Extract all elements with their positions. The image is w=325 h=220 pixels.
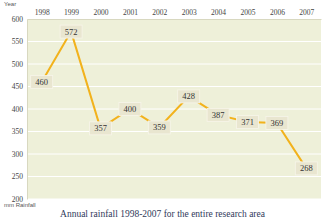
data-label-box [207,108,229,121]
x-axis: 1998 1999 2000 2001 2002 2003 2004 2005 2006 2007 [28,8,322,20]
data-label-box [237,116,259,129]
y-tick-label: 350 [12,127,24,136]
x-tick-label: 1999 [64,8,79,17]
data-label-box [295,162,317,175]
y-tick-label: 550 [12,37,24,46]
y-tick-label: 600 [12,15,24,24]
x-tick: 2002 [152,8,167,19]
data-label: 428 [182,91,195,101]
data-label: 369 [271,118,284,128]
data-label-box [60,25,82,38]
data-label: 357 [94,123,107,133]
x-tick: 2004 [211,8,226,19]
data-label-box [31,76,53,89]
data-label-box [148,121,170,134]
grid-line [27,154,321,155]
x-tick-label: 2004 [211,8,226,17]
title: Annual rainfall 1998-2007 for the entire… [60,209,266,219]
grid-line [27,131,321,132]
data-labels: 460 572 357 400 359 428 387 371 369 268 [31,25,318,175]
x-tick: 2006 [270,8,285,19]
x-tick-label: 2005 [241,8,256,17]
x-axis-title: Year [4,1,16,7]
data-label: 387 [212,110,225,120]
grid-line [27,19,321,20]
data-label: 400 [124,104,137,114]
x-tick-label: 2000 [94,8,109,17]
data-label: 460 [35,77,48,87]
y-tick-label: 250 [12,172,24,181]
data-label: 572 [65,27,78,37]
grid-line [27,176,321,177]
data-label-box [119,103,141,116]
plot-background [27,19,321,199]
x-tick: 1999 [64,8,79,19]
x-tick: 2007 [299,8,314,19]
x-axis-line [28,19,322,20]
x-tick: 2005 [241,8,256,19]
data-label: 371 [241,117,254,127]
line [42,32,307,169]
y-tick: 350 [12,127,27,136]
x-tick-label: 2001 [123,8,138,17]
y-axis-line [27,20,28,200]
x-tick: 2003 [182,8,197,19]
y-tick-label: 450 [12,82,24,91]
y-tick-label: 500 [12,60,24,69]
y-tick: 450 [12,82,27,91]
data-label-box [90,122,112,135]
data-label-box [266,116,288,129]
x-tick-label: 1998 [35,8,50,17]
grid-line [27,199,321,200]
data-label-box [178,90,200,103]
chart: 2002503003504004505005506001998199920002… [0,0,325,220]
y-axis-title: mm Rainfall [4,202,36,208]
x-tick-label: 2006 [270,8,285,17]
plot: 2002503003504004505005506001998199920002… [12,8,322,204]
data-label: 359 [153,122,166,132]
y-tick: 600 [12,15,27,24]
grid-line [27,109,321,110]
x-tick-label: 2002 [152,8,167,17]
y-tick: 400 [12,105,27,114]
x-tick: 1998 [35,8,50,19]
x-tick-label: 2003 [182,8,197,17]
y-tick: 500 [12,60,27,69]
grid-line [27,64,321,65]
y-tick: 250 [12,172,27,181]
marks [42,32,307,169]
y-axis: 200250300350400450500550600 [12,15,28,204]
y-tick-label: 400 [12,105,24,114]
grid-line [27,41,321,42]
x-tick-label: 2007 [299,8,314,17]
data-label: 268 [300,163,313,173]
y-tick: 300 [12,150,27,159]
grid-line [27,86,321,87]
x-tick: 2001 [123,8,138,19]
y-tick-label: 300 [12,150,24,159]
x-tick: 2000 [94,8,109,19]
y-tick: 550 [12,37,27,46]
grid [27,19,321,199]
